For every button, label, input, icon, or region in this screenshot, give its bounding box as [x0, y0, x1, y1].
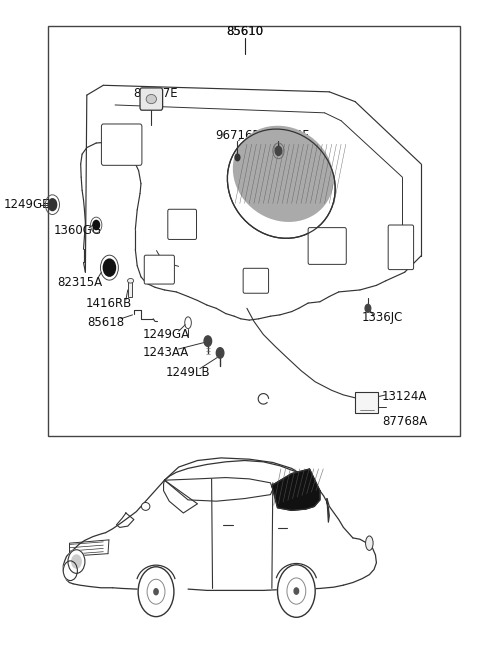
Text: 1243AA: 1243AA	[143, 346, 189, 359]
Circle shape	[68, 550, 85, 573]
Text: 1249LB: 1249LB	[166, 366, 210, 379]
Bar	[128, 281, 132, 297]
Circle shape	[294, 588, 299, 594]
Text: 1416RB: 1416RB	[86, 297, 132, 310]
Text: 89897E: 89897E	[133, 87, 178, 100]
FancyBboxPatch shape	[144, 255, 174, 284]
Text: 85610: 85610	[226, 25, 263, 38]
Ellipse shape	[228, 129, 335, 238]
Circle shape	[72, 555, 81, 568]
Circle shape	[277, 565, 315, 617]
Circle shape	[204, 336, 212, 346]
Text: 87768A: 87768A	[382, 415, 427, 428]
FancyBboxPatch shape	[243, 268, 269, 293]
Circle shape	[154, 588, 158, 595]
Text: 1360GG: 1360GG	[53, 224, 101, 237]
Polygon shape	[272, 469, 320, 510]
Bar	[48, 26, 460, 436]
FancyBboxPatch shape	[168, 209, 196, 239]
Text: 13124A: 13124A	[382, 390, 427, 403]
FancyBboxPatch shape	[388, 225, 414, 270]
FancyBboxPatch shape	[140, 88, 163, 110]
Ellipse shape	[142, 502, 150, 510]
Circle shape	[63, 561, 77, 581]
Text: 1249GE: 1249GE	[4, 198, 50, 211]
Text: 96716D: 96716D	[216, 129, 262, 142]
Ellipse shape	[233, 126, 334, 222]
Circle shape	[48, 199, 57, 211]
Text: 85618: 85618	[87, 316, 124, 329]
Circle shape	[138, 567, 174, 617]
Circle shape	[275, 146, 282, 155]
Circle shape	[103, 259, 116, 276]
Ellipse shape	[128, 278, 133, 283]
Bar	[355, 392, 378, 413]
Ellipse shape	[146, 94, 156, 104]
Text: 1336JC: 1336JC	[362, 311, 403, 324]
Text: 1249GA: 1249GA	[143, 328, 190, 341]
FancyBboxPatch shape	[101, 124, 142, 165]
Circle shape	[365, 304, 371, 312]
Circle shape	[93, 220, 99, 230]
Circle shape	[216, 348, 224, 358]
Text: 97254F: 97254F	[265, 129, 310, 142]
Circle shape	[235, 154, 240, 161]
FancyBboxPatch shape	[308, 228, 346, 264]
Ellipse shape	[366, 536, 373, 550]
Text: 82315A: 82315A	[57, 276, 102, 289]
Text: 85610: 85610	[226, 25, 263, 38]
